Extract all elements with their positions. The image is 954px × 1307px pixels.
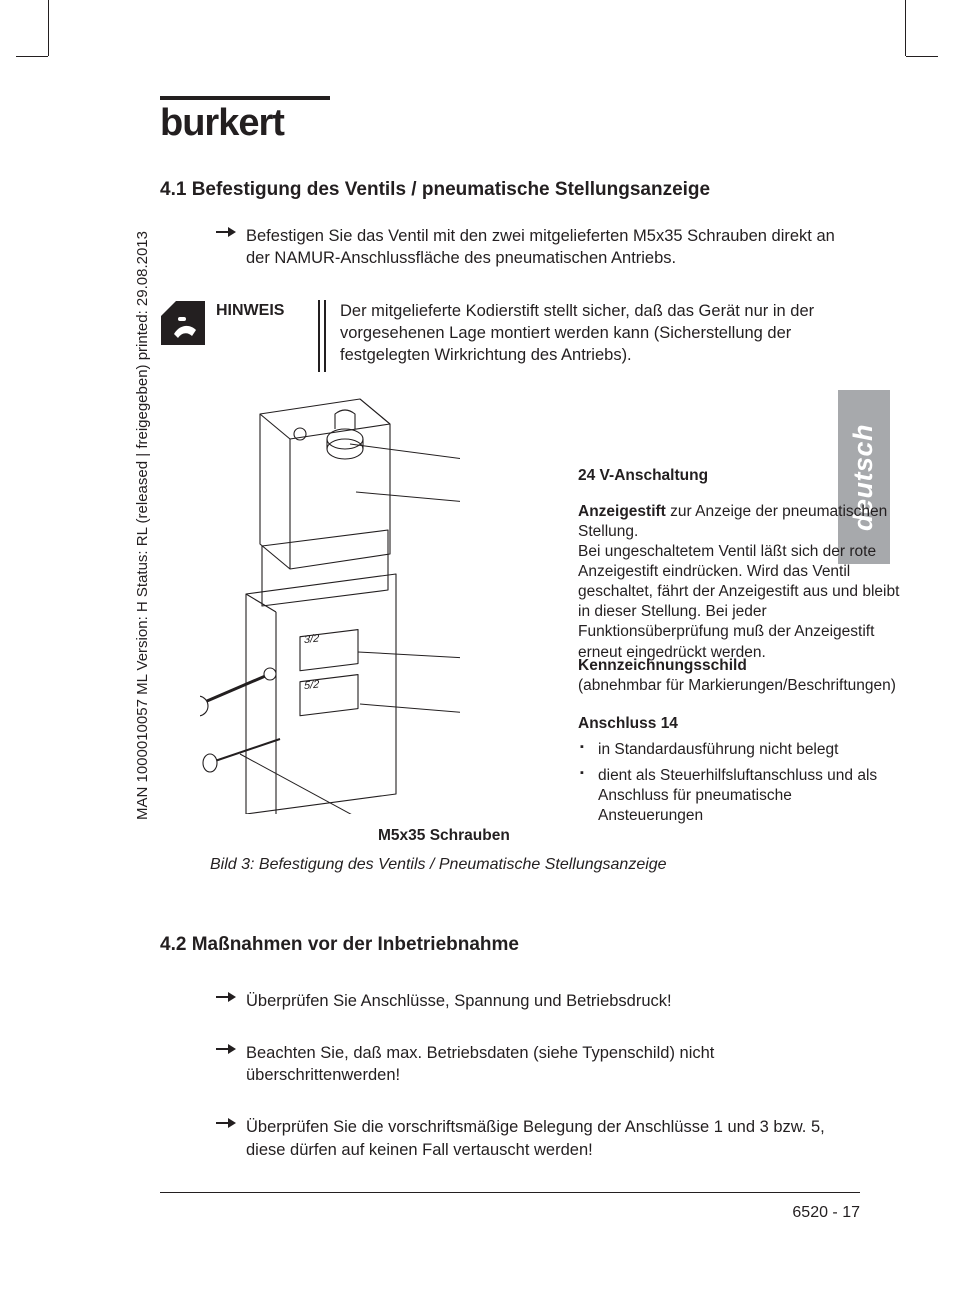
section-42-item: Überprüfen Sie Anschlüsse, Spannung und …: [216, 990, 860, 1012]
list-item: in Standardausführung nicht belegt: [578, 740, 898, 760]
arrow-icon: [216, 225, 242, 270]
logo-dots: . .: [160, 87, 178, 103]
figure-3: 3/2 5/2 24 V-Anschaltung Anzeigestift zu…: [160, 394, 860, 854]
callout-anschluss-14: Anschluss 14 in Standardausführung nicht…: [578, 714, 898, 833]
paragraph-text: Beachten Sie, daß max. Betriebsdaten (si…: [242, 1042, 860, 1087]
section-42-heading: 4.2 Maßnahmen vor der Inbetriebnahme: [160, 934, 860, 956]
logo-text: burkert: [160, 102, 284, 144]
page-content: . . burkert 4.1 Befestigung des Ventils …: [160, 96, 860, 1161]
callout-kennzeichnung: Kennzeichnungsschild (abnehmbar für Mark…: [578, 656, 898, 696]
list-item: dient als Steuerhilfsluftanschluss und a…: [578, 766, 898, 826]
paragraph-text: Überprüfen Sie Anschlüsse, Spannung und …: [242, 990, 860, 1012]
arrow-icon: [216, 1116, 242, 1161]
note-icon: [160, 300, 206, 346]
port-label-52: 5/2: [304, 678, 319, 692]
crop-mark: [874, 0, 906, 56]
crop-mark: [48, 0, 80, 56]
logo-bar: [160, 96, 330, 100]
valve-diagram: 3/2 5/2: [200, 394, 460, 814]
arrow-icon: [216, 990, 242, 1012]
callout-screws: M5x35 Schrauben: [378, 826, 510, 846]
crop-mark: [16, 56, 48, 57]
brand-logo: . . burkert: [160, 96, 284, 145]
port-label-32: 3/2: [304, 632, 319, 646]
section-41-paragraph: Befestigen Sie das Ventil mit den zwei m…: [216, 225, 860, 270]
footer-page-number: 6520 - 17: [792, 1204, 860, 1222]
footer-rule: [160, 1192, 860, 1193]
paragraph-text: Überprüfen Sie die vorschriftsmäßige Bel…: [242, 1116, 860, 1161]
side-metadata: MAN 1000010057 ML Version: H Status: RL …: [134, 231, 151, 820]
section-42-item: Beachten Sie, daß max. Betriebsdaten (si…: [216, 1042, 860, 1087]
figure-caption: Bild 3: Befestigung des Ventils / Pneuma…: [210, 856, 667, 874]
arrow-icon: [216, 1042, 242, 1087]
note-label: HINWEIS: [216, 300, 316, 320]
note-divider: [318, 300, 330, 372]
crop-mark: [906, 56, 938, 57]
paragraph-text: Befestigen Sie das Ventil mit den zwei m…: [242, 225, 860, 270]
note-block: HINWEIS Der mitgelieferte Kodierstift st…: [160, 300, 860, 372]
section-42-item: Überprüfen Sie die vorschriftsmäßige Bel…: [216, 1116, 860, 1161]
callout-24v: 24 V-Anschaltung: [578, 466, 858, 486]
callout-anzeigestift: Anzeigestift zur Anzeige der pneumatisch…: [578, 502, 900, 663]
section-41-heading: 4.1 Befestigung des Ventils / pneumatisc…: [160, 179, 860, 201]
note-text: Der mitgelieferte Kodierstift stellt sic…: [340, 300, 860, 367]
